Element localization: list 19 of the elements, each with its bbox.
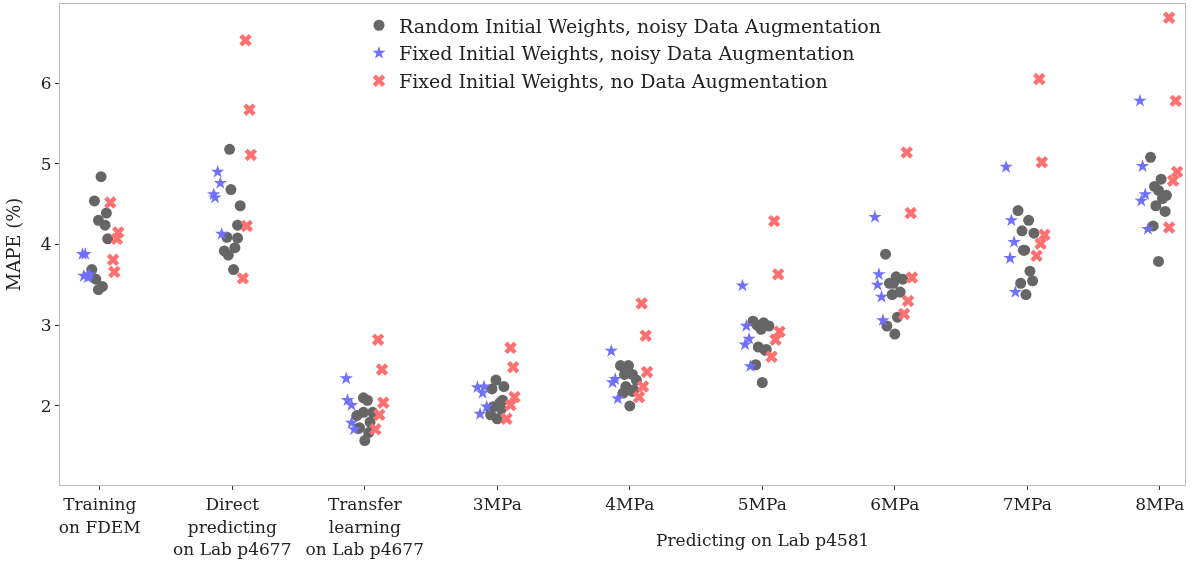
x-tick-label: Direct predicting on Lab p4677 bbox=[173, 494, 292, 559]
x-tick-label: 5MPa bbox=[737, 494, 787, 515]
x-tick-label: 4MPa bbox=[605, 494, 655, 515]
x-tick-label: 3MPa bbox=[472, 494, 522, 515]
y-axis-title: MAPE (%) bbox=[2, 197, 24, 292]
text: Predicting on Lab p4581 bbox=[656, 530, 870, 550]
legend-label: Fixed Initial Weights, noisy Data Augmentation bbox=[399, 42, 855, 65]
y-tick-label: 4 bbox=[40, 234, 52, 255]
y-tick-label: 6 bbox=[40, 73, 52, 94]
x-tick-label: 7MPa bbox=[1002, 494, 1052, 515]
legend-label: Random Initial Weights, noisy Data Augmentation bbox=[399, 14, 881, 37]
legend-label: Fixed Initial Weights, no Data Augmentation bbox=[399, 70, 828, 93]
y-tick-label: 2 bbox=[40, 395, 52, 416]
y-tick-label: 5 bbox=[40, 153, 52, 174]
x-tick-label: Transfer learning on Lab p4677 bbox=[305, 494, 424, 559]
x-tick-label: Training on FDEM bbox=[58, 494, 141, 537]
x-tick-label: 8MPa bbox=[1135, 494, 1185, 515]
y-tick-label: 3 bbox=[40, 315, 52, 336]
x-tick-label: 6MPa bbox=[870, 494, 920, 515]
